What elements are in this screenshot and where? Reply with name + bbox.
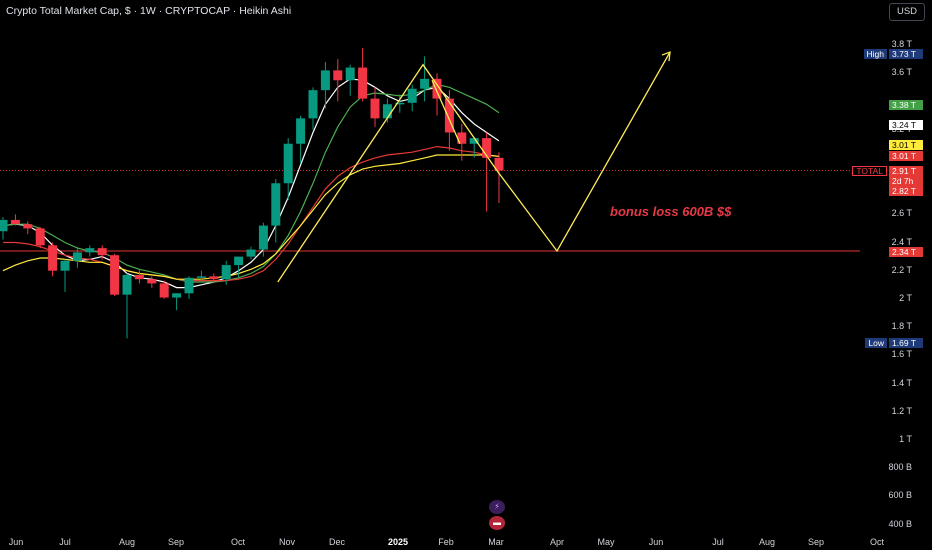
price-badge: 3.01 T [889, 140, 923, 150]
candle-body [296, 118, 306, 144]
price-tick-label: 2 T [899, 292, 912, 303]
candle-body [134, 274, 144, 280]
time-tick-label: Dec [328, 537, 346, 547]
price-tick-label: 1.6 T [891, 349, 912, 360]
time-tick-label: May [597, 537, 615, 547]
moving-average-4 [2, 154, 500, 280]
candle-body [258, 225, 268, 250]
currency-button[interactable]: USD [889, 3, 925, 21]
candle-body [482, 138, 492, 158]
time-tick-label: 2025 [387, 537, 409, 547]
price-badge: 2.34 T [889, 247, 923, 257]
time-tick-label: Oct [230, 537, 246, 547]
price-badge-label: Low [865, 338, 887, 348]
candle-body [271, 183, 281, 226]
candle-body [382, 104, 392, 119]
candle-body [370, 98, 380, 119]
candle-body [196, 276, 206, 278]
candle-body [333, 70, 343, 81]
price-badge: 3.38 T [889, 100, 923, 110]
price-tick-label: 800 B [888, 462, 912, 473]
price-tick-label: 1.4 T [891, 377, 912, 388]
candle-body [209, 276, 219, 280]
time-tick-label: Mar [488, 537, 504, 547]
time-tick-label: Jun [648, 537, 664, 547]
time-tick-label: Jul [712, 537, 724, 547]
projection-path [277, 51, 671, 283]
candle-body [110, 255, 120, 295]
price-tick-label: 400 B [888, 518, 912, 529]
candle-body [221, 265, 231, 280]
candle-body [420, 78, 430, 89]
candle-body [234, 256, 244, 266]
candle-body [407, 88, 417, 103]
time-tick-label: Sep [167, 537, 185, 547]
price-badge: 2d 7h [889, 176, 923, 186]
time-tick-label: Sep [807, 537, 825, 547]
candle-body [172, 293, 182, 298]
time-tick-label: Jul [59, 537, 71, 547]
candle-body [308, 90, 318, 119]
time-tick-label: Aug [758, 537, 776, 547]
price-badge: 2.91 T [889, 166, 923, 176]
candle-body [246, 249, 256, 257]
candle-body [320, 70, 330, 91]
time-tick-label: Feb [438, 537, 454, 547]
candle-body [432, 78, 442, 99]
candle-body [345, 67, 355, 81]
chart-annotation: bonus loss 600B $$ [610, 204, 732, 219]
candle-body [358, 67, 368, 99]
moving-average-3 [3, 145, 500, 282]
candle-body [72, 252, 82, 261]
candle-body [10, 219, 20, 225]
time-tick-label: Jun [8, 537, 24, 547]
candle-body [97, 248, 107, 256]
candle-body [159, 283, 169, 298]
candle-body [469, 138, 479, 144]
price-tick-label: 2.6 T [891, 208, 912, 219]
price-tick-label: 3.6 T [891, 67, 912, 78]
candle-body [35, 228, 45, 246]
candle-body [283, 143, 293, 184]
lightning-icon[interactable]: ⚡ [489, 500, 505, 514]
time-tick-label: Nov [278, 537, 296, 547]
price-tick-label: 1.2 T [891, 405, 912, 416]
price-tick-label: 2.4 T [891, 236, 912, 247]
price-tick-label: 600 B [888, 490, 912, 501]
projection-line-2 [431, 80, 461, 145]
candle-body [23, 224, 33, 229]
candle-body [0, 219, 8, 232]
price-badge-label: High [863, 49, 887, 59]
candle-body [48, 245, 58, 271]
price-tick-label: 2.2 T [891, 264, 912, 275]
time-tick-label: Apr [549, 537, 565, 547]
candle-body [60, 260, 70, 271]
price-badge: 3.01 T [889, 151, 923, 161]
price-badge-label: TOTAL [852, 166, 887, 176]
price-tick-label: 3.8 T [891, 39, 912, 49]
price-badge: 2.82 T [889, 186, 923, 196]
candle-body [444, 98, 454, 133]
candle-body [395, 102, 405, 105]
candle-body [457, 132, 467, 144]
chart-title: Crypto Total Market Cap, $ · 1W · CRYPTO… [6, 5, 292, 17]
projection-arrowhead [661, 51, 671, 62]
time-tick-label: Aug [118, 537, 136, 547]
price-tick-label: 1 T [899, 434, 912, 444]
price-badge: 3.73 T [889, 49, 923, 59]
candle-body [494, 157, 504, 171]
price-badge: 1.69 T [889, 338, 923, 348]
candle-body [147, 279, 157, 284]
time-tick-label: Oct [869, 537, 885, 547]
candle-body [85, 248, 95, 253]
price-badge: 3.24 T [889, 120, 923, 130]
candle-body [184, 277, 194, 294]
price-tick-label: 1.8 T [891, 321, 912, 332]
candle-body [122, 274, 132, 295]
us-flag-icon[interactable]: ▬ [489, 516, 505, 530]
